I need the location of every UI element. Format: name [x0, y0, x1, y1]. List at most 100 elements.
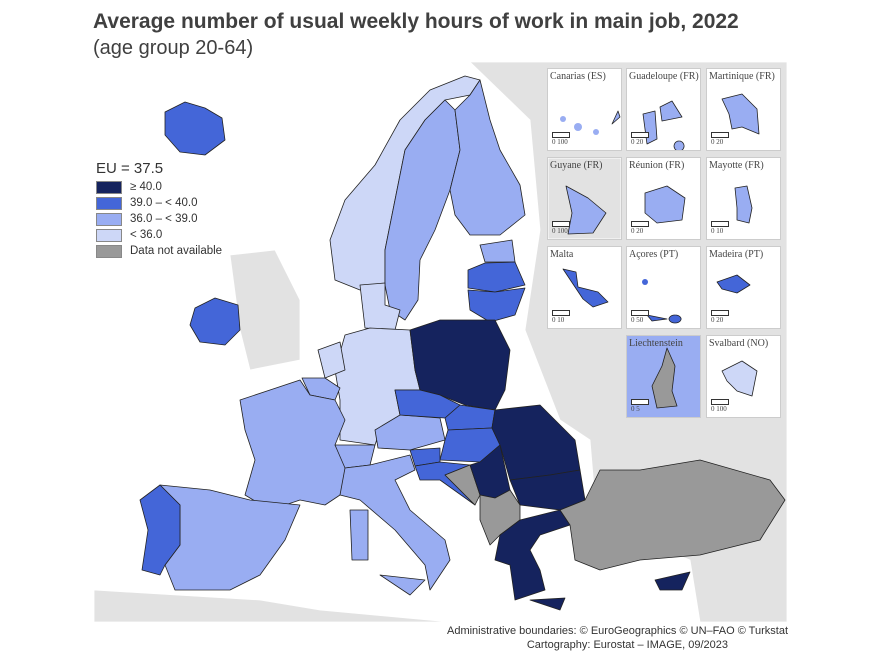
scale-bar: 0 20 — [631, 132, 649, 146]
legend-label: ≥ 40.0 — [130, 181, 162, 193]
legend-item: ≥ 40.0 — [96, 179, 222, 195]
scale-label: 0 5 — [631, 405, 640, 413]
netherlands — [317, 341, 346, 379]
scale-label: 0 20 — [711, 316, 724, 324]
scale-bar-icon — [552, 221, 570, 227]
map-title: Average number of usual weekly hours of … — [93, 10, 739, 33]
inset-map: Martinique (FR) 0 20 — [706, 68, 781, 151]
scale-bar-icon — [631, 310, 649, 316]
legend-swatch — [96, 196, 122, 210]
scale-label: 0 20 — [631, 138, 644, 146]
scale-label: 0 10 — [552, 316, 565, 324]
inset-label: Guyane (FR) — [550, 160, 603, 171]
scale-bar: 0 20 — [711, 132, 729, 146]
inset-label: Martinique (FR) — [709, 71, 775, 82]
scale-bar-icon — [552, 132, 570, 138]
inset-label: Açores (PT) — [629, 249, 679, 260]
inset-shape — [642, 279, 682, 324]
scale-label: 0 100 — [711, 405, 727, 413]
inset-shape — [734, 185, 753, 224]
inset-label: Mayotte (FR) — [709, 160, 764, 171]
greece — [494, 509, 571, 611]
legend-item: < 36.0 — [96, 227, 222, 243]
legend-item: Data not available — [96, 243, 222, 259]
scale-bar: 0 100 — [711, 399, 729, 413]
belgium — [301, 377, 341, 401]
france — [239, 379, 351, 511]
inset-label: Liechtenstein — [629, 338, 683, 349]
portugal — [139, 484, 181, 576]
scale-label: 0 10 — [711, 227, 724, 235]
legend-label: < 36.0 — [130, 229, 163, 241]
denmark — [359, 282, 401, 331]
scale-bar-icon — [552, 310, 570, 316]
inset-label: Guadeloupe (FR) — [629, 71, 699, 82]
inset-shape — [644, 185, 686, 224]
scale-bar: 0 100 — [552, 132, 570, 146]
scale-label: 0 20 — [711, 138, 724, 146]
map-subtitle: (age group 20-64) — [93, 37, 254, 59]
scale-bar-icon — [711, 399, 729, 405]
inset-map: Guyane (FR) 0 100 — [547, 157, 622, 240]
legend-item: 36.0 – < 39.0 — [96, 211, 222, 227]
inset-shape — [560, 110, 621, 135]
ireland — [189, 297, 241, 346]
scale-bar: 0 10 — [552, 310, 570, 324]
scale-bar: 0 20 — [631, 221, 649, 235]
scale-bar: 0 50 — [631, 310, 649, 324]
scale-bar-icon — [711, 221, 729, 227]
inset-map: Guadeloupe (FR) 0 20 — [626, 68, 701, 151]
inset-label: Svalbard (NO) — [709, 338, 769, 349]
legend-swatch — [96, 228, 122, 242]
scale-bar-icon — [631, 132, 649, 138]
credits-cartography: Cartography: Eurostat – IMAGE, 09/2023 — [526, 639, 728, 651]
inset-shape — [721, 360, 758, 397]
iceland — [164, 101, 226, 156]
legend-header: EU = 37.5 — [96, 160, 164, 177]
inset-label: Madeira (PT) — [709, 249, 764, 260]
italy — [339, 454, 451, 596]
legend-label: Data not available — [130, 245, 223, 257]
inset-label: Canarias (ES) — [550, 71, 606, 82]
inset-map: Açores (PT) 0 50 — [626, 246, 701, 329]
inset-shape — [716, 274, 751, 294]
inset-map: Liechtenstein 0 5 — [626, 335, 701, 418]
inset-map: Malta 0 10 — [547, 246, 622, 329]
scale-bar-icon — [631, 221, 649, 227]
inset-map: Réunion (FR) 0 20 — [626, 157, 701, 240]
finland — [449, 79, 526, 236]
turkey — [559, 459, 786, 571]
scale-label: 0 100 — [552, 138, 568, 146]
inset-map: Madeira (PT) 0 20 — [706, 246, 781, 329]
inset-map: Mayotte (FR) 0 10 — [706, 157, 781, 240]
cyprus — [654, 571, 691, 591]
inset-map: Canarias (ES) 0 100 — [547, 68, 622, 151]
legend-swatch — [96, 244, 122, 258]
scale-label: 0 100 — [552, 227, 568, 235]
legend-label: 39.0 – < 40.0 — [130, 197, 198, 209]
legend-swatch — [96, 212, 122, 226]
lithuania — [467, 287, 526, 323]
legend-swatch — [96, 180, 122, 194]
scale-label: 0 50 — [631, 316, 644, 324]
inset-label: Malta — [550, 249, 574, 260]
inset-shape — [642, 100, 685, 150]
legend-item: 39.0 – < 40.0 — [96, 195, 222, 211]
scale-bar-icon — [711, 132, 729, 138]
scale-bar: 0 20 — [711, 310, 729, 324]
inset-shape — [562, 268, 609, 308]
credits-boundaries: Administrative boundaries: © EuroGeograp… — [446, 625, 788, 637]
inset-map: Svalbard (NO) 0 100 — [706, 335, 781, 418]
inset-label: Réunion (FR) — [629, 160, 685, 171]
inset-shape — [721, 93, 760, 135]
scale-label: 0 20 — [631, 227, 644, 235]
scale-bar: 0 5 — [631, 399, 649, 413]
scale-bar: 0 100 — [552, 221, 570, 235]
credits: Administrative boundaries: © EuroGeograp… — [447, 624, 788, 652]
legend: EU = 37.5 ≥ 40.0 39.0 – < 40.0 36.0 – < … — [96, 160, 222, 259]
latvia — [467, 261, 526, 293]
estonia — [479, 239, 516, 263]
legend-label: 36.0 – < 39.0 — [130, 213, 198, 225]
scale-bar-icon — [711, 310, 729, 316]
